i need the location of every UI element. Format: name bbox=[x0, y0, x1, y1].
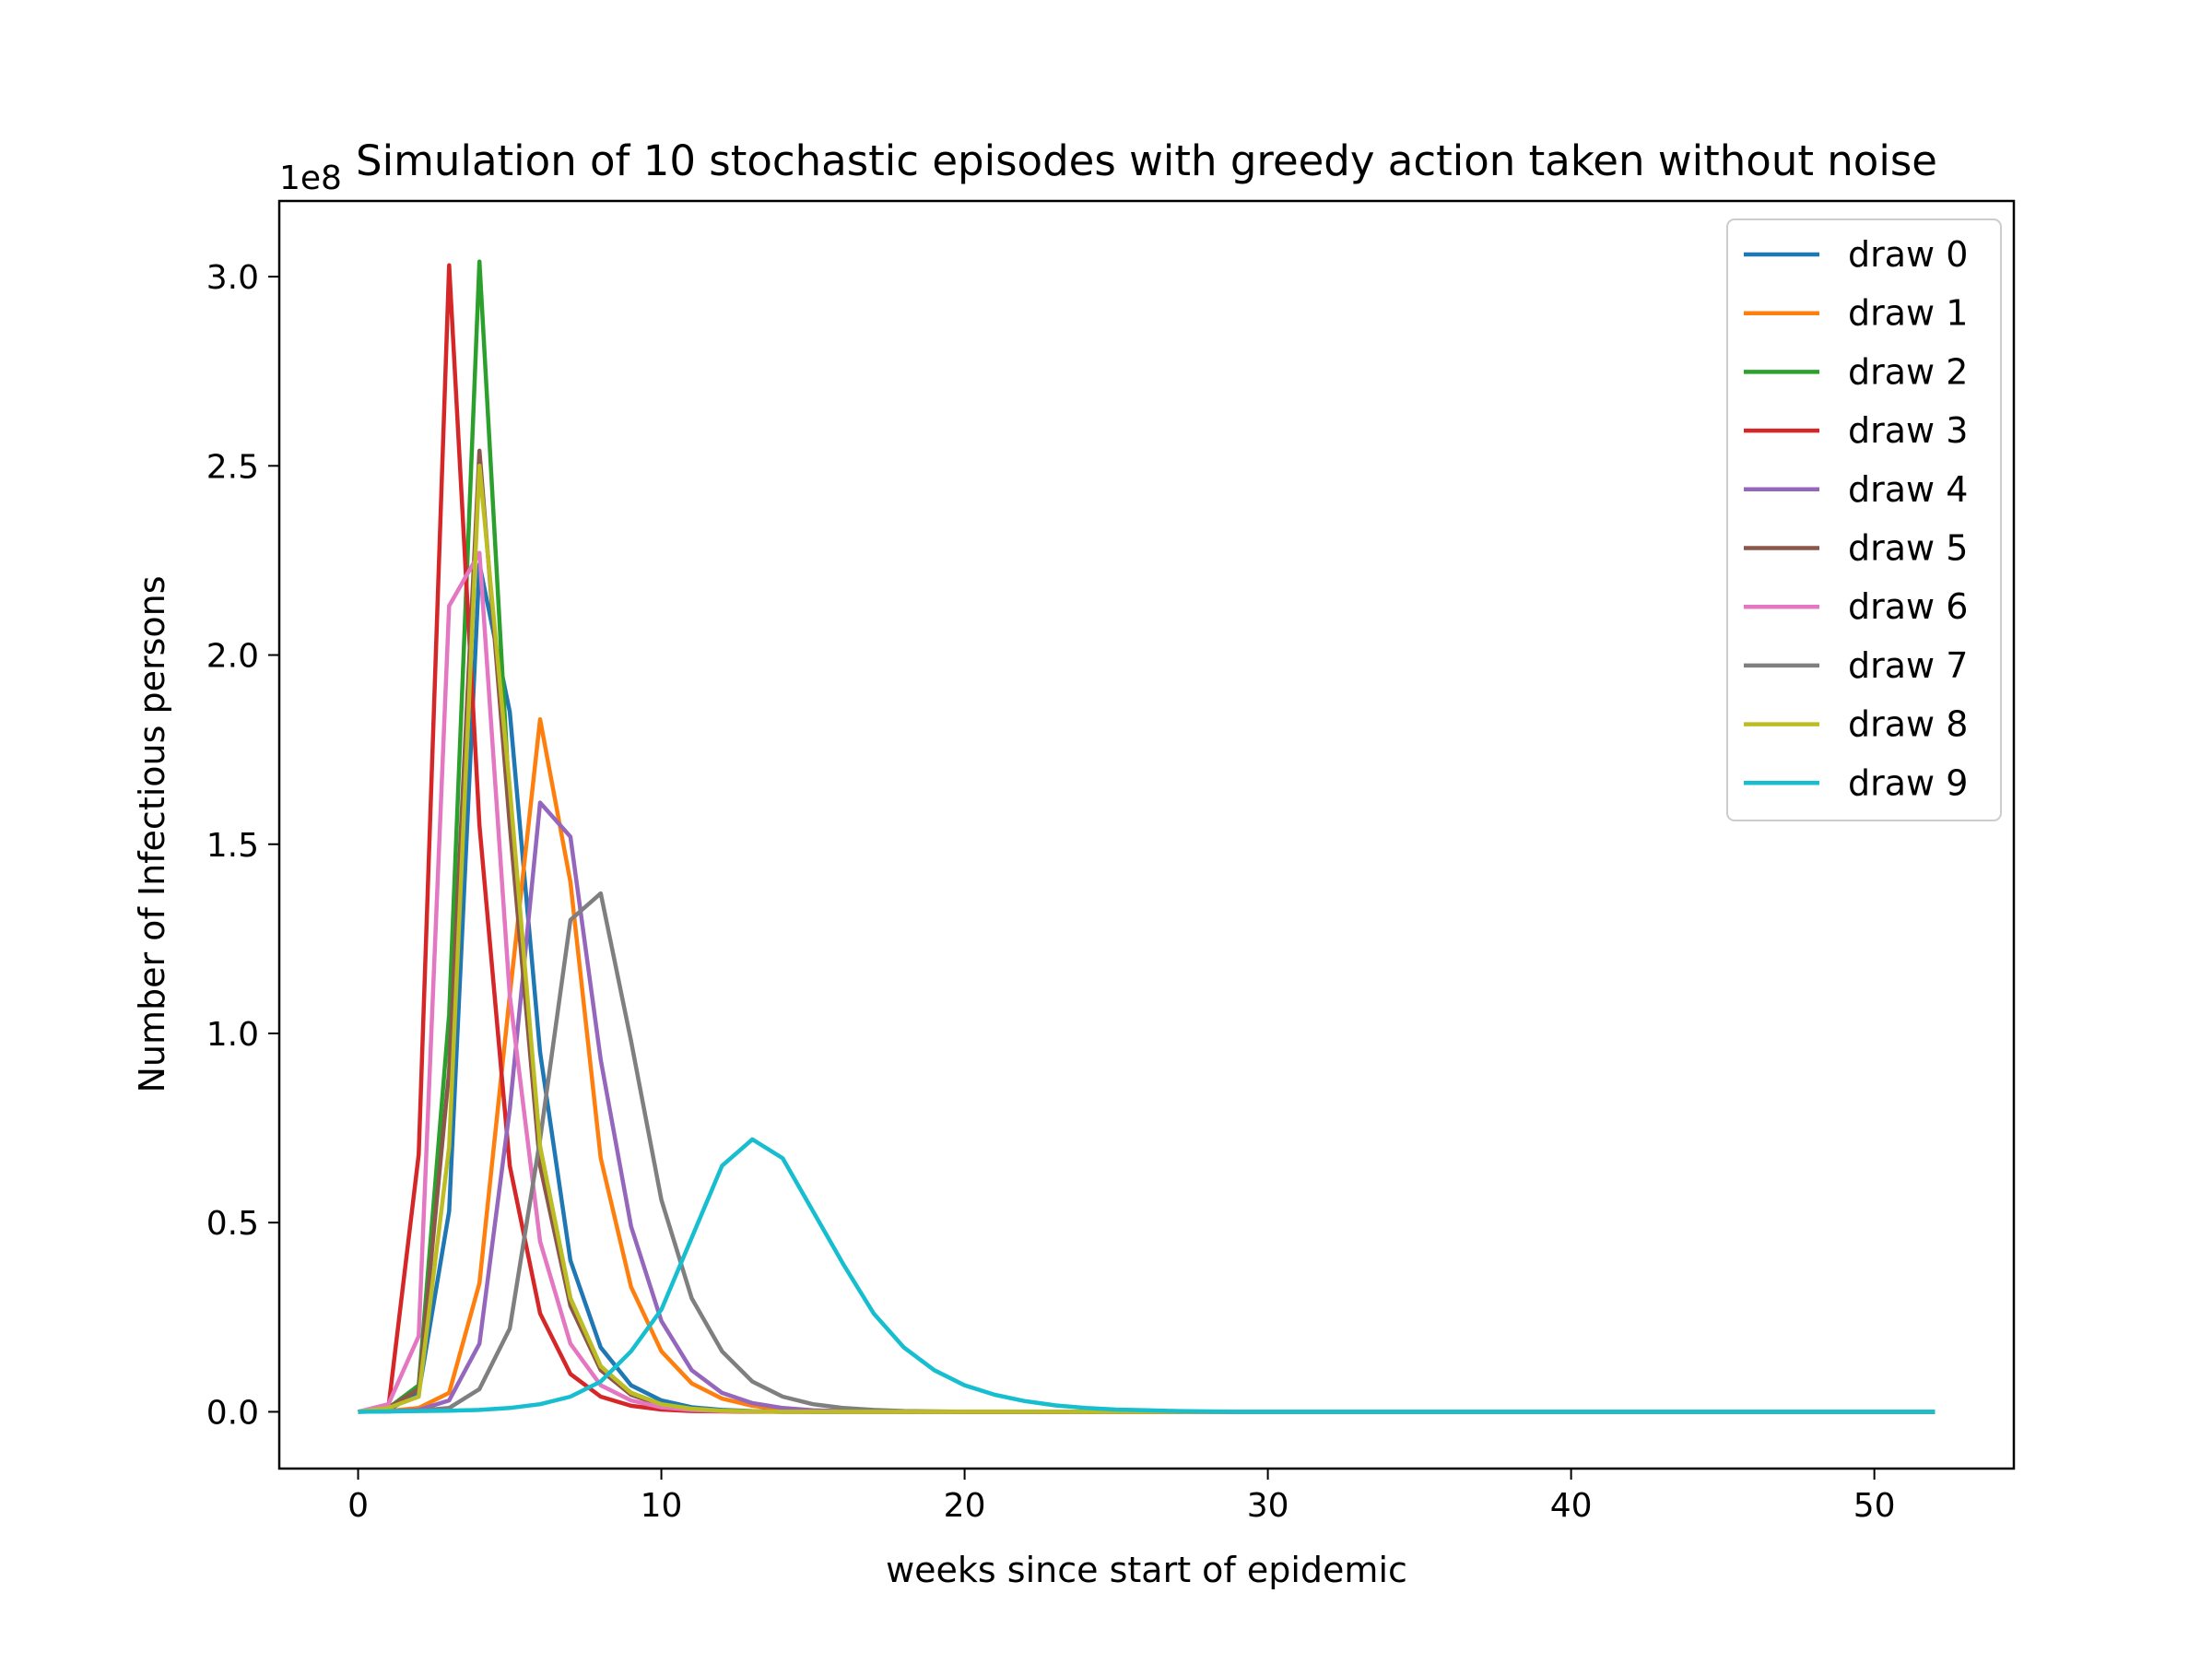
x-tick-label: 40 bbox=[1550, 1487, 1593, 1525]
legend-label: draw 8 bbox=[1848, 704, 1968, 745]
x-axis: 0 10 20 30 40 50 bbox=[347, 1469, 1896, 1525]
x-tick-label: 20 bbox=[944, 1487, 986, 1525]
x-tick-label: 50 bbox=[1853, 1487, 1896, 1525]
series-line-draw-8 bbox=[358, 464, 1936, 1414]
plot-frame bbox=[277, 199, 2016, 1470]
y-tick-label: 0.0 bbox=[206, 1394, 259, 1432]
legend-label: draw 4 bbox=[1848, 469, 1968, 510]
legend-label: draw 5 bbox=[1848, 528, 1968, 569]
series-line-draw-1 bbox=[358, 717, 1936, 1414]
y-axis-label: Number of Infectious persons bbox=[132, 575, 172, 1092]
y-tick-label: 3.0 bbox=[206, 259, 259, 297]
legend-label: draw 7 bbox=[1848, 645, 1968, 686]
x-tick-label: 10 bbox=[641, 1487, 683, 1525]
y-tick-label: 1.0 bbox=[206, 1016, 259, 1054]
y-tick-label: 2.5 bbox=[206, 448, 259, 486]
x-axis-label: weeks since start of epidemic bbox=[886, 1550, 1407, 1590]
series-line-draw-5 bbox=[358, 448, 1936, 1414]
legend-label: draw 3 bbox=[1848, 410, 1968, 451]
legend-label: draw 9 bbox=[1848, 762, 1968, 803]
y-offset-label: 1e8 bbox=[279, 159, 342, 197]
legend-label: draw 0 bbox=[1848, 234, 1968, 275]
legend-label: draw 1 bbox=[1848, 293, 1968, 334]
legend-label: draw 2 bbox=[1848, 351, 1968, 392]
series-lines bbox=[357, 259, 1936, 1414]
legend: draw 0 draw 1 draw 2 draw 3 draw 4 draw 5 draw… bbox=[1726, 218, 2002, 821]
legend-label: draw 6 bbox=[1848, 586, 1968, 627]
series-line-draw-9 bbox=[358, 1137, 1936, 1414]
y-axis: 0.0 0.5 1.0 1.5 2.0 2.5 3.0 bbox=[206, 259, 279, 1432]
series-line-draw-2 bbox=[358, 259, 1936, 1414]
y-tick-label: 2.0 bbox=[206, 638, 259, 676]
y-tick-label: 1.5 bbox=[206, 827, 259, 865]
legend-box bbox=[1726, 218, 2002, 821]
chart-title: Simulation of 10 stochastic episodes wit… bbox=[356, 136, 1937, 185]
x-tick-label: 0 bbox=[347, 1487, 369, 1525]
y-tick-label: 0.5 bbox=[206, 1205, 259, 1243]
series-line-draw-6 bbox=[357, 550, 1936, 1414]
series-line-draw-0 bbox=[358, 561, 1936, 1414]
series-line-draw-3 bbox=[358, 263, 1936, 1414]
x-tick-label: 30 bbox=[1247, 1487, 1289, 1525]
